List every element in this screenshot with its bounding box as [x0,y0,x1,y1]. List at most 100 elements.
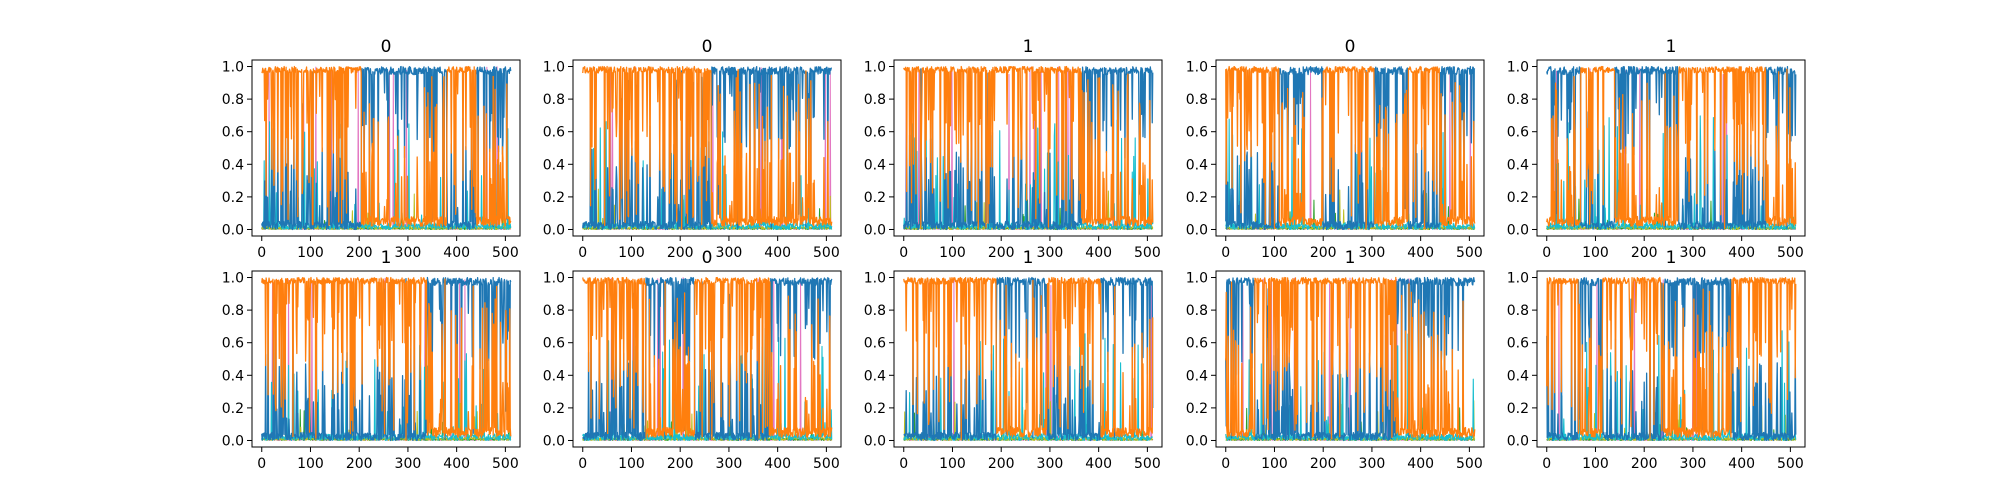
axes-frame [572,59,842,237]
series-line-blue [582,276,833,442]
subplot-title: 1 [1666,37,1677,57]
y-tick-label: 0.0 [1507,222,1529,238]
y-tick-label: 0.4 [543,157,565,173]
x-tick-label: 200 [988,245,1015,261]
x-tick-label: 200 [667,245,694,261]
x-tick-label: 100 [618,245,645,261]
axes-frame [1536,59,1806,237]
x-tick-label: 500 [813,456,840,472]
x-tick-label: 400 [764,245,791,261]
y-tick-label: 0.0 [1186,433,1208,449]
x-tick-label: 200 [667,456,694,472]
x-tick-label: 100 [297,456,324,472]
x-tick-label: 100 [1261,456,1288,472]
series-line-blue [1225,65,1476,231]
subplot-title: 0 [702,248,713,268]
y-tick-label: 0.6 [864,336,886,352]
x-tick-label: 100 [618,456,645,472]
y-tick-label: 0.0 [222,433,244,449]
x-tick-label: 400 [1407,245,1434,261]
x-tick-label: 500 [492,456,519,472]
y-tick-label: 0.0 [1507,433,1529,449]
subplot-9: 1 0 100 200 300 400 500 0.0 0.2 0.4 0.6 0.8 1.0 [1186,248,1485,472]
x-tick-label: 0 [578,245,587,261]
x-tick-label: 400 [1728,456,1755,472]
series-line-orange [261,65,512,227]
subplot-title: 0 [1345,37,1356,57]
axes-frame [1536,270,1806,448]
y-tick-label: 0.6 [1507,125,1529,141]
y-tick-label: 0.6 [543,125,565,141]
x-tick-label: 300 [395,245,422,261]
x-tick-label: 400 [1728,245,1755,261]
y-tick-label: 0.8 [1186,303,1208,319]
y-tick-label: 0.2 [1186,401,1208,417]
y-tick-label: 0.6 [864,125,886,141]
y-tick-label: 0.2 [222,190,244,206]
x-tick-label: 0 [257,456,266,472]
y-tick-label: 0.2 [864,190,886,206]
axes-frame [572,270,842,448]
series-line-blue [903,276,1154,442]
x-tick-label: 500 [1134,456,1161,472]
y-tick-label: 0.2 [543,401,565,417]
y-tick-label: 0.2 [222,401,244,417]
series-line-orange [261,276,512,442]
y-tick-label: 0.6 [543,336,565,352]
plot-area [1546,65,1797,231]
plot-area [1225,65,1476,231]
series-line-orange [903,276,1154,441]
y-tick-label: 0.4 [543,368,565,384]
y-tick-label: 1.0 [543,271,565,287]
y-tick-label: 0.2 [543,190,565,206]
plot-area [903,276,1154,442]
subplot-title: 1 [1023,37,1034,57]
x-tick-label: 300 [716,456,743,472]
series-line-cyan [903,333,1154,442]
y-tick-label: 0.8 [1186,92,1208,108]
plot-area [582,276,833,442]
x-tick-label: 100 [1582,245,1609,261]
series-line-orange [1546,65,1797,229]
x-tick-label: 0 [257,245,266,261]
y-tick-label: 0.8 [543,303,565,319]
subplot-title: 0 [381,37,392,57]
x-tick-label: 300 [1359,245,1386,261]
x-tick-label: 0 [1542,456,1551,472]
x-tick-label: 100 [1261,245,1288,261]
subplot-5: 1 0 100 200 300 400 500 0.0 0.2 0.4 0.6 0.8 1.0 [1507,37,1806,261]
series-line-orange [1546,276,1797,440]
y-tick-label: 0.6 [222,336,244,352]
y-tick-label: 0.0 [543,433,565,449]
x-tick-label: 200 [1631,456,1658,472]
axes-frame [251,270,521,448]
axes-frame [893,59,1163,237]
series-line-blue [261,276,512,442]
series-line-orange [582,276,833,441]
x-tick-label: 200 [1310,456,1337,472]
y-tick-label: 0.2 [1507,401,1529,417]
x-tick-label: 0 [578,456,587,472]
y-tick-label: 1.0 [1507,60,1529,76]
plot-area [903,65,1154,231]
series-line-blue [903,66,1154,231]
x-tick-label: 0 [1542,245,1551,261]
y-tick-label: 0.0 [864,433,886,449]
x-tick-label: 500 [1777,245,1804,261]
y-tick-label: 1.0 [1186,271,1208,287]
y-tick-label: 0.2 [864,401,886,417]
x-tick-label: 300 [1680,456,1707,472]
x-tick-label: 500 [813,245,840,261]
x-tick-label: 400 [1085,245,1112,261]
y-tick-label: 0.6 [1186,125,1208,141]
subplot-8: 1 0 100 200 300 400 500 0.0 0.2 0.4 0.6 0.8 1.0 [864,248,1163,472]
y-tick-label: 0.8 [864,92,886,108]
x-tick-label: 400 [443,245,470,261]
x-tick-label: 500 [1456,456,1483,472]
subplot-title: 1 [1345,248,1356,268]
x-tick-label: 100 [297,245,324,261]
x-tick-label: 0 [899,245,908,261]
subplot-4: 0 0 100 200 300 400 500 0.0 0.2 0.4 0.6 0.8 1.0 [1186,37,1485,261]
subplot-6: 1 0 100 200 300 400 500 0.0 0.2 0.4 0.6 0.8 1.0 [222,248,521,472]
y-tick-label: 0.4 [1186,368,1208,384]
